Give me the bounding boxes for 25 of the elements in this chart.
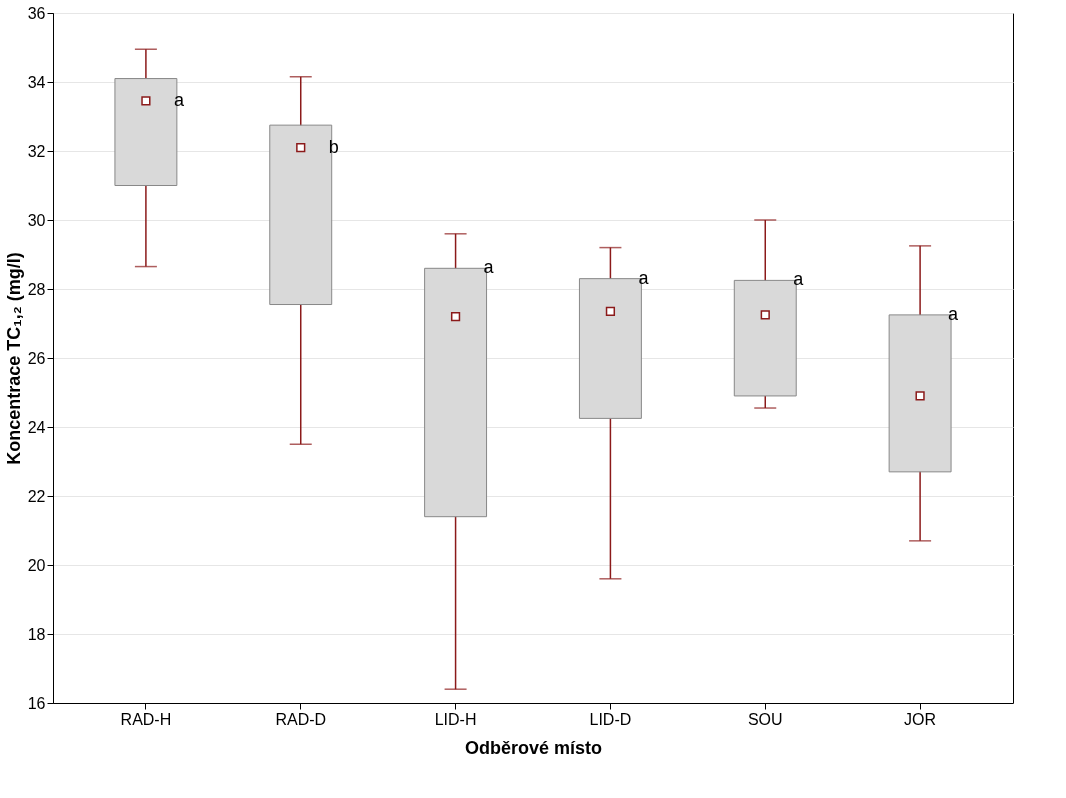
annotation: a: [173, 89, 185, 110]
annotation: a: [638, 267, 650, 288]
annotation: a: [948, 303, 960, 324]
annotation: a: [793, 269, 805, 290]
y-tick-label: 18: [27, 625, 46, 643]
y-tick-label: 24: [27, 418, 46, 436]
x-tick-label: SOU: [747, 710, 783, 728]
x-tick-label: LID-D: [589, 710, 632, 728]
x-axis-title: Odběrové místo: [464, 737, 603, 758]
y-tick-label: 26: [27, 349, 46, 367]
x-tick-label: RAD-H: [120, 710, 172, 728]
y-tick-label: 30: [27, 211, 46, 229]
y-tick-label: 28: [27, 280, 46, 298]
x-tick-label: LID-H: [434, 710, 477, 728]
annotation: b: [328, 136, 339, 157]
y-tick-label: 20: [27, 556, 46, 574]
y-axis-title: Koncentrace TC₁,₂ (mg/l): [3, 252, 24, 465]
x-tick-label: RAD-D: [275, 710, 327, 728]
y-tick-label: 16: [27, 694, 46, 712]
x-tick-label: JOR: [904, 710, 937, 728]
annotation: a: [483, 257, 495, 278]
y-tick-label: 22: [27, 487, 46, 505]
y-tick-label: 32: [27, 142, 46, 160]
y-tick-label: 36: [27, 4, 46, 22]
y-tick-label: 34: [27, 73, 46, 91]
